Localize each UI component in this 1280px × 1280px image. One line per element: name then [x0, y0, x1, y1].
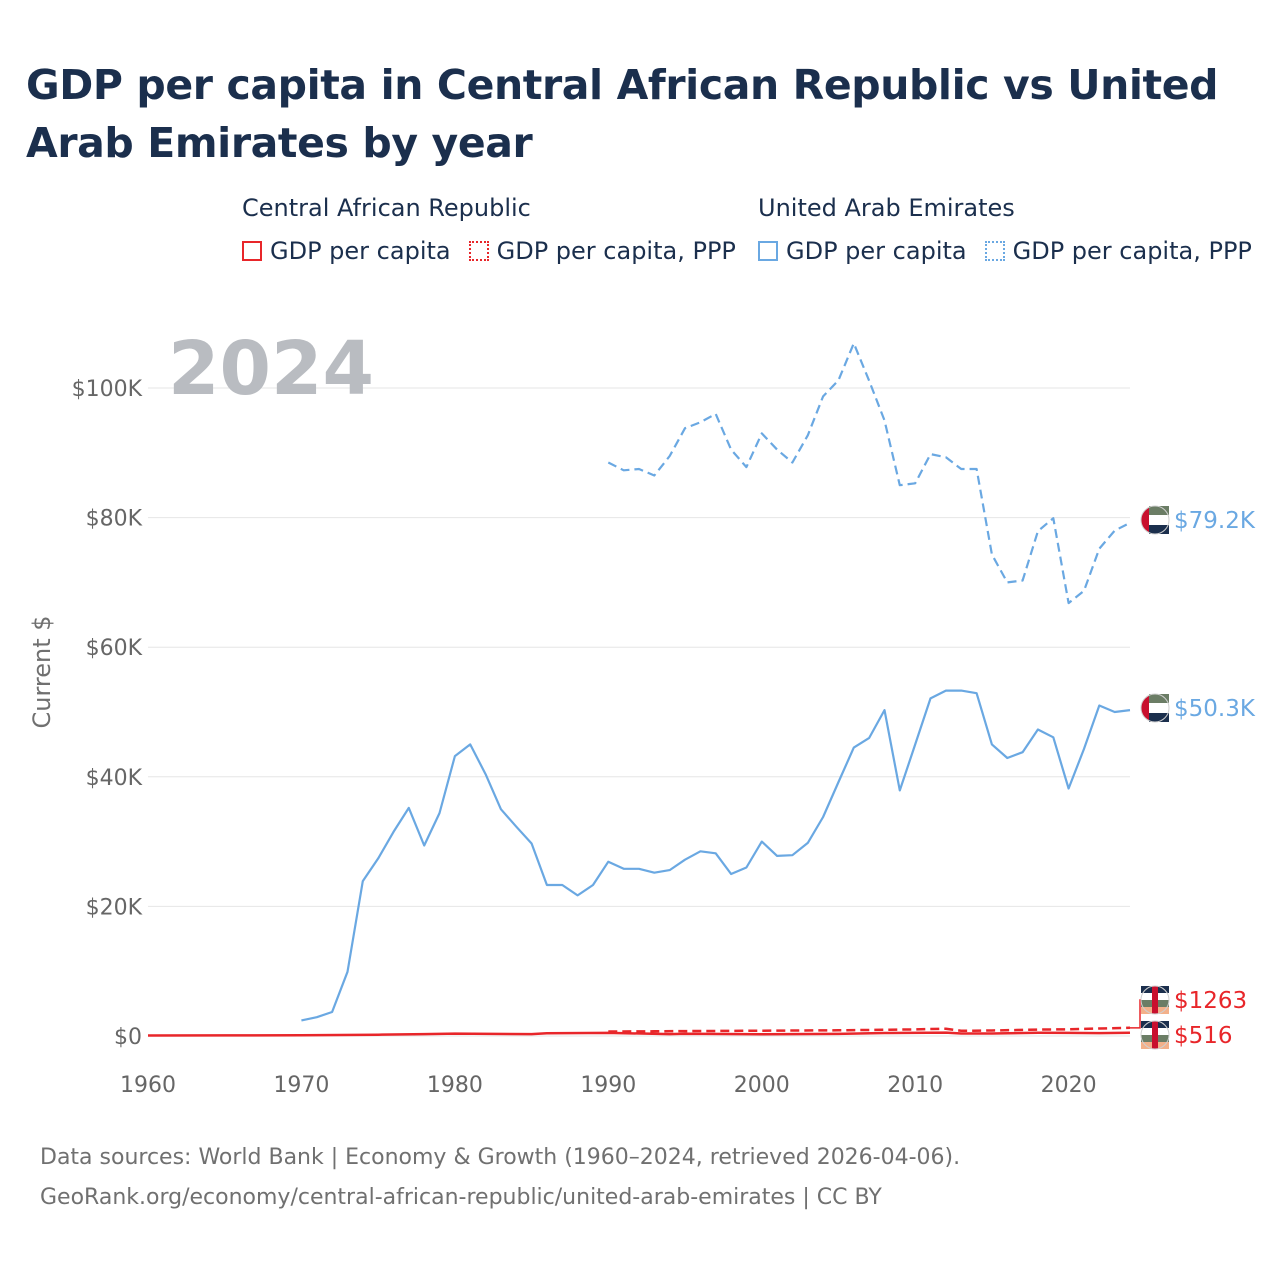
flag-ring — [1140, 1020, 1170, 1050]
flag-stripe — [1141, 507, 1149, 533]
flag-stripe — [1149, 713, 1169, 722]
end-value-label: $50.3K — [1174, 696, 1256, 722]
legend-swatch-dotted-blue — [984, 241, 1005, 261]
series-line — [608, 1026, 1131, 1033]
flag-stripe — [1141, 695, 1149, 721]
footer: Data sources: World Bank | Economy & Gro… — [40, 1138, 960, 1218]
legend-label: GDP per capita — [786, 237, 967, 265]
legend-item-car-gdp-ppp[interactable]: GDP per capita, PPP — [468, 237, 736, 265]
flag-stripe — [1149, 506, 1169, 515]
series-lines — [147, 342, 1131, 1037]
end-labels: $79.2K $50.3K $1263 $516 — [1130, 505, 1256, 1050]
x-tick-label: 2010 — [887, 1073, 943, 1098]
x-tick-label: 2000 — [734, 1073, 790, 1098]
y-axis-label: Current $ — [28, 615, 56, 728]
legend-group-title: Central African Republic — [242, 194, 531, 222]
x-tick-label: 2020 — [1041, 1073, 1097, 1098]
flag-stripe — [1149, 525, 1169, 534]
end-value-label: $1263 — [1174, 988, 1247, 1014]
car-flag-icon — [1140, 985, 1170, 1015]
legend-item-car-gdp[interactable]: GDP per capita — [242, 237, 451, 265]
legend-label: GDP per capita, PPP — [1012, 237, 1252, 265]
y-axis-ticks: $0 $20K $40K $60K $80K $100K — [72, 377, 143, 1050]
x-axis-ticks: 1960 1970 1980 1990 2000 2010 2020 — [120, 1073, 1097, 1098]
x-tick-label: 1960 — [120, 1073, 176, 1098]
y-tick-label: $60K — [86, 636, 143, 661]
series-line — [301, 689, 1131, 1022]
x-tick-label: 1990 — [580, 1073, 636, 1098]
y-tick-label: $80K — [86, 507, 143, 532]
footer-sources: Data sources: World Bank | Economy & Gro… — [40, 1145, 961, 1170]
uae-flag-icon — [1140, 693, 1170, 723]
y-tick-label: $20K — [86, 895, 143, 920]
legend-row: GDP per capita GDP per capita, PPP — [242, 237, 754, 265]
legend-swatch-solid-red — [242, 241, 262, 261]
end-value-label: $79.2K — [1174, 508, 1256, 534]
legend-row: GDP per capita GDP per capita, PPP — [758, 237, 1270, 265]
legend-item-uae-gdp-ppp[interactable]: GDP per capita, PPP — [984, 237, 1252, 265]
y-tick-label: $100K — [72, 377, 143, 402]
flag-ring — [1140, 505, 1170, 535]
flag-ring — [1140, 985, 1170, 1015]
legend-group-title: United Arab Emirates — [758, 194, 1015, 222]
flag-stripe — [1152, 1021, 1158, 1049]
flag-stripe — [1149, 694, 1169, 703]
series-line — [607, 342, 1131, 605]
y-tick-label: $40K — [86, 766, 143, 791]
uae-flag-icon — [1140, 505, 1170, 535]
year-badge: 2024 — [168, 326, 374, 412]
flag-stripe — [1152, 986, 1158, 1014]
legend-swatch-dotted-red — [468, 241, 489, 261]
end-value-label: $516 — [1174, 1023, 1233, 1049]
footer-link[interactable]: GeoRank.org/economy/central-african-repu… — [40, 1185, 882, 1210]
legend-group-uae: United Arab Emirates GDP per capita GDP … — [758, 194, 1252, 265]
y-tick-label: $0 — [114, 1025, 142, 1050]
legend-item-uae-gdp[interactable]: GDP per capita — [758, 237, 967, 265]
car-flag-icon — [1140, 1020, 1170, 1050]
flag-ring — [1140, 693, 1170, 723]
legend-group-car: Central African Republic GDP per capita … — [242, 194, 736, 265]
x-tick-label: 1980 — [427, 1073, 483, 1098]
legend-label: GDP per capita — [270, 237, 451, 265]
chart-title: GDP per capita in Central African Republ… — [26, 61, 1219, 167]
x-tick-label: 1970 — [273, 1073, 329, 1098]
series-line — [147, 1031, 1131, 1037]
legend-swatch-solid-blue — [758, 241, 778, 261]
legend-label: GDP per capita, PPP — [496, 237, 736, 265]
